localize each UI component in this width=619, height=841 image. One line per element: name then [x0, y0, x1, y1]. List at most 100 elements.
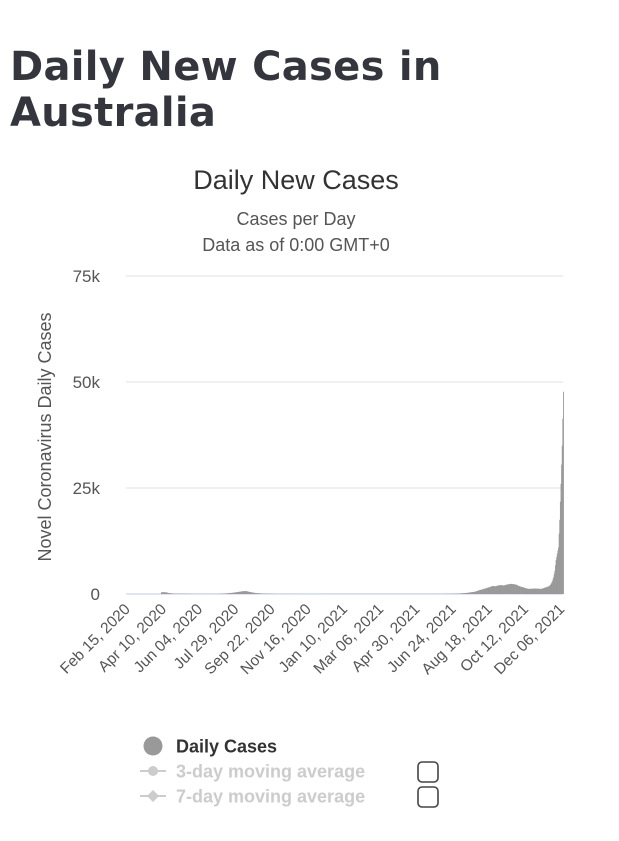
bar[interactable]: [509, 584, 510, 594]
bar[interactable]: [545, 587, 547, 594]
bar[interactable]: [167, 592, 168, 594]
bar[interactable]: [559, 501, 561, 594]
bar[interactable]: [537, 588, 539, 594]
bar[interactable]: [507, 584, 509, 594]
bar[interactable]: [246, 591, 248, 594]
bar[interactable]: [476, 591, 478, 594]
bar[interactable]: [542, 588, 544, 594]
bar[interactable]: [514, 584, 516, 594]
bar[interactable]: [255, 593, 257, 594]
bar[interactable]: [555, 560, 557, 594]
bar[interactable]: [491, 586, 493, 594]
bar[interactable]: [235, 592, 237, 594]
bar[interactable]: [466, 592, 468, 594]
bar[interactable]: [557, 550, 559, 594]
bar[interactable]: [238, 591, 240, 594]
bar[interactable]: [474, 591, 476, 594]
bar[interactable]: [466, 592, 468, 594]
bar[interactable]: [256, 593, 258, 594]
bar[interactable]: [228, 593, 230, 594]
bar[interactable]: [521, 587, 523, 594]
bar[interactable]: [241, 591, 243, 594]
bar[interactable]: [547, 586, 549, 594]
bar[interactable]: [243, 591, 245, 594]
bar[interactable]: [532, 588, 534, 594]
bar[interactable]: [544, 587, 545, 594]
bar[interactable]: [225, 593, 227, 594]
bar[interactable]: [470, 592, 472, 594]
bar[interactable]: [554, 570, 556, 594]
bar[interactable]: [525, 588, 526, 594]
bar[interactable]: [504, 585, 506, 594]
bar[interactable]: [540, 588, 542, 594]
bar[interactable]: [495, 586, 497, 594]
bar[interactable]: [162, 592, 164, 594]
bar[interactable]: [541, 588, 543, 594]
bar[interactable]: [488, 587, 490, 594]
bar[interactable]: [498, 585, 499, 594]
bar[interactable]: [538, 588, 540, 594]
bar[interactable]: [550, 583, 552, 594]
bar[interactable]: [481, 589, 483, 594]
bar[interactable]: [561, 464, 563, 594]
bar[interactable]: [238, 591, 240, 594]
bar[interactable]: [224, 593, 226, 594]
bar[interactable]: [513, 584, 515, 594]
bar[interactable]: [503, 585, 505, 594]
bar[interactable]: [160, 592, 162, 594]
bar[interactable]: [170, 593, 172, 594]
bar[interactable]: [520, 586, 521, 594]
bar[interactable]: [506, 584, 508, 594]
bar[interactable]: [542, 588, 544, 594]
bar[interactable]: [243, 591, 244, 594]
bar[interactable]: [166, 592, 168, 594]
bar[interactable]: [508, 584, 510, 594]
bar[interactable]: [252, 592, 254, 594]
bar[interactable]: [465, 592, 467, 594]
legend-item-daily-cases[interactable]: Daily Cases: [143, 736, 278, 757]
bar[interactable]: [251, 592, 253, 594]
bar[interactable]: [490, 586, 492, 594]
bar[interactable]: [563, 391, 564, 594]
bar[interactable]: [513, 584, 515, 594]
bar[interactable]: [516, 584, 518, 594]
bar[interactable]: [235, 592, 236, 594]
bar[interactable]: [483, 588, 485, 594]
bar[interactable]: [246, 591, 248, 594]
bar[interactable]: [477, 590, 479, 594]
bar[interactable]: [485, 588, 487, 594]
bar[interactable]: [535, 588, 537, 594]
bar[interactable]: [459, 593, 461, 594]
bar[interactable]: [259, 593, 261, 594]
bar[interactable]: [472, 591, 474, 594]
bar[interactable]: [244, 591, 246, 594]
bar[interactable]: [491, 586, 493, 594]
bar[interactable]: [163, 592, 165, 594]
bar[interactable]: [502, 585, 504, 594]
bar[interactable]: [229, 593, 231, 594]
bar[interactable]: [474, 591, 476, 594]
bar[interactable]: [499, 585, 501, 594]
legend-item-7-day-moving-average[interactable]: 7-day moving average: [140, 786, 439, 808]
bar[interactable]: [499, 585, 501, 594]
bar[interactable]: [546, 587, 548, 594]
bar[interactable]: [242, 591, 244, 594]
bar[interactable]: [482, 589, 483, 594]
bar[interactable]: [553, 573, 555, 594]
bar[interactable]: [556, 553, 558, 594]
bar[interactable]: [471, 592, 472, 594]
bar[interactable]: [515, 584, 517, 594]
legend-checkbox[interactable]: [417, 761, 439, 783]
bar[interactable]: [228, 593, 230, 594]
bar[interactable]: [224, 593, 225, 595]
bar[interactable]: [552, 579, 554, 594]
bar[interactable]: [561, 445, 563, 594]
bar[interactable]: [551, 582, 553, 594]
bar[interactable]: [251, 592, 252, 594]
bar[interactable]: [518, 586, 520, 594]
bar[interactable]: [529, 588, 531, 594]
bar[interactable]: [537, 588, 539, 594]
bar[interactable]: [526, 588, 528, 594]
bar[interactable]: [493, 586, 495, 594]
bar[interactable]: [260, 593, 262, 594]
